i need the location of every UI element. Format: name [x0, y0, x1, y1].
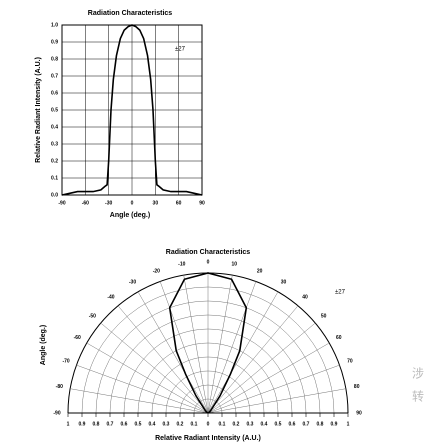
r-tick-label: 0.4 — [261, 421, 268, 427]
y-axis-title: Relative Radiant Intensity (A.U.) — [35, 57, 42, 163]
grid-spoke — [183, 275, 209, 414]
r-tick-label: 0.8 — [93, 421, 100, 427]
y-tick-label: 0.5 — [51, 107, 58, 113]
grid-spoke — [207, 364, 340, 414]
grid-spoke — [86, 342, 209, 414]
theta-tick-label: -50 — [89, 313, 96, 319]
r-tick-label: 1 — [67, 421, 70, 427]
r-tick-label: 0.1 — [219, 421, 226, 427]
grid-spoke — [137, 291, 209, 414]
y-tick-label: 0.8 — [51, 56, 58, 62]
theta-tick-label: -20 — [153, 268, 160, 274]
theta-tick-label: -40 — [107, 295, 114, 301]
theta-tick-label: 30 — [281, 280, 287, 286]
r-tick-label: 0.3 — [163, 421, 170, 427]
r-tick-label: 0.7 — [107, 421, 114, 427]
chart-title: Radiation Characteristics — [166, 249, 251, 256]
x-tick-label: -60 — [82, 200, 89, 206]
r-tick-label: 0.2 — [177, 421, 184, 427]
data-line — [61, 24, 203, 196]
x-tick-label: -30 — [105, 200, 112, 206]
grid-spoke — [100, 322, 209, 414]
r-tick-label: 0.2 — [233, 421, 240, 427]
r-tick-label: 0 — [207, 421, 210, 427]
y-tick-label: 1.0 — [51, 22, 58, 28]
theta-tick-label: -70 — [62, 359, 69, 365]
grid-spoke — [207, 275, 233, 414]
theta-tick-label: 70 — [347, 359, 353, 365]
grid-spoke — [70, 388, 209, 414]
theta-tick-label: -30 — [129, 280, 136, 286]
r-tick-label: 0.9 — [331, 421, 338, 427]
r-axis-title: Relative Radiant Intensity (A.U.) — [155, 435, 261, 442]
y-tick-label: 0.7 — [51, 73, 58, 79]
x-tick-label: 0 — [131, 200, 134, 206]
theta-tick-label: 60 — [336, 335, 342, 341]
r-tick-label: 0.9 — [79, 421, 86, 427]
grid-spoke — [207, 281, 257, 414]
theta-tick-label: -60 — [74, 335, 81, 341]
grid-spoke — [207, 291, 279, 414]
watermark: 涉 — [412, 367, 424, 381]
y-tick-label: 0.3 — [51, 141, 58, 147]
grid-spoke — [207, 305, 299, 414]
theta-tick-label: 0 — [207, 259, 210, 265]
y-tick-label: 0.0 — [51, 192, 58, 198]
y-tick-label: 0.9 — [51, 39, 58, 45]
r-tick-label: 0.6 — [121, 421, 128, 427]
theta-tick-label: 20 — [257, 268, 263, 274]
data-line — [168, 272, 248, 414]
r-tick-label: 0.5 — [275, 421, 282, 427]
grid-spoke — [207, 322, 316, 414]
x-tick-label: 60 — [176, 200, 182, 206]
theta-tick-label: 40 — [302, 295, 308, 301]
grid-spoke — [76, 364, 209, 414]
theta-tick-label: 50 — [321, 313, 327, 319]
theta-tick-label: 10 — [231, 262, 237, 268]
grid-spoke — [159, 281, 209, 414]
y-tick-label: 0.2 — [51, 158, 58, 164]
r-tick-label: 0.1 — [191, 421, 198, 427]
grid-spoke — [207, 388, 346, 414]
r-tick-label: 0.8 — [317, 421, 324, 427]
theta-tick-label: 90 — [356, 410, 362, 416]
theta-tick-label: -80 — [56, 384, 63, 390]
y-tick-label: 0.4 — [51, 124, 58, 130]
x-tick-label: 90 — [199, 200, 205, 206]
theta-tick-label: -90 — [53, 410, 60, 416]
x-tick-label: 30 — [153, 200, 159, 206]
watermark: 转 — [412, 389, 424, 404]
r-tick-label: 0.3 — [247, 421, 254, 427]
annotation: ±27 — [335, 290, 346, 296]
r-tick-label: 0.5 — [135, 421, 142, 427]
chart-title: Radiation Characteristics — [88, 10, 173, 17]
y-tick-label: 0.6 — [51, 90, 58, 96]
r-tick-label: 0.6 — [289, 421, 296, 427]
theta-tick-label: -10 — [178, 262, 185, 268]
r-tick-label: 1 — [347, 421, 350, 427]
x-tick-label: -90 — [58, 200, 65, 206]
grid-spoke — [207, 342, 330, 414]
annotation: ±27 — [175, 47, 186, 53]
r-tick-label: 0.4 — [149, 421, 156, 427]
grid-spoke — [117, 305, 209, 414]
y-tick-label: 0.1 — [51, 175, 58, 181]
r-tick-label: 0.7 — [303, 421, 310, 427]
theta-tick-label: 80 — [354, 384, 360, 390]
theta-axis-title: Angle (deg.) — [40, 325, 47, 365]
x-axis-title: Angle (deg.) — [110, 212, 150, 219]
